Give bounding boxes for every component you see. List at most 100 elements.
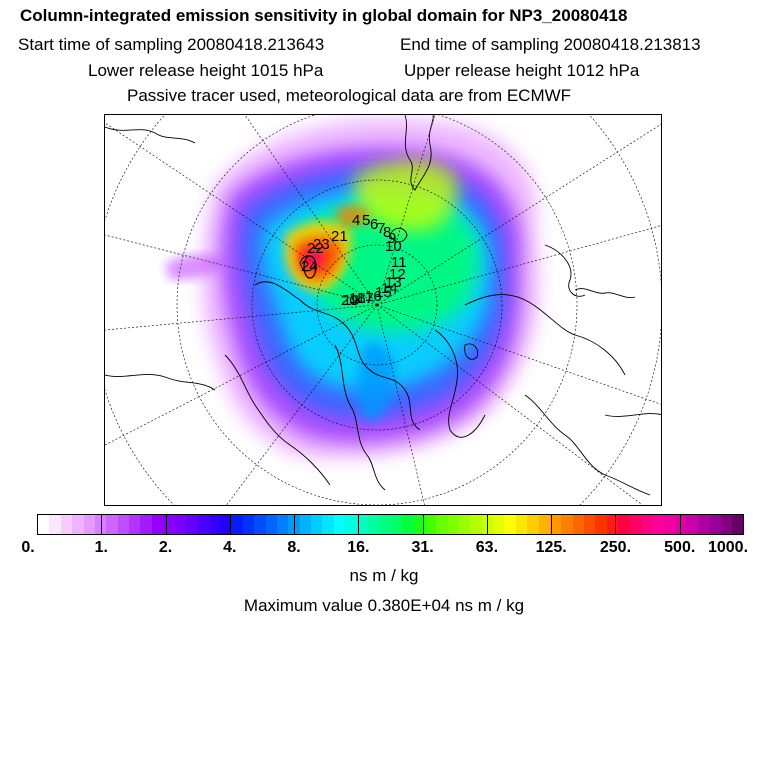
sensitivity-map: 4 5 6 7 8 9 10 11 12 13 14 15 16 17 18 1… (104, 114, 662, 506)
colorbar-tick-label: 4. (223, 539, 237, 556)
colorbar-swatch-45 (549, 515, 562, 534)
marker-19: 19 (343, 292, 360, 309)
colorbar-swatch-6 (106, 515, 118, 534)
colorbar-swatch-19 (254, 515, 266, 534)
colorbar-swatch-24 (311, 515, 323, 534)
marker-10: 10 (385, 238, 402, 255)
maximum-value-label: Maximum value 0.380E+04 ns m / kg (243, 596, 525, 615)
colorbar-swatch-59 (709, 515, 721, 534)
start-time-label: Start time of sampling 20080418.213643 (18, 35, 325, 54)
colorbar-tick-label: 16. (347, 539, 370, 556)
colorbar-swatch-37 (458, 515, 471, 534)
tracer-info-label: Passive tracer used, meteorological data… (127, 86, 572, 105)
colorbar-swatch-12 (174, 515, 186, 534)
colorbar (37, 514, 744, 535)
marker-8: 8 (383, 224, 391, 241)
colorbar-swatch-9 (140, 515, 152, 534)
colorbar-swatch-60 (720, 515, 732, 534)
colorbar-swatch-47 (572, 515, 584, 534)
colorbar-unit-label: ns m / kg (349, 566, 419, 585)
colorbar-swatch-50 (606, 515, 619, 534)
colorbar-swatch-30 (379, 515, 391, 534)
colorbar-tick-label: 1000. (707, 539, 749, 556)
colorbar-tick (486, 515, 488, 534)
marker-12: 12 (389, 266, 406, 283)
colorbar-swatch-3 (72, 515, 84, 534)
colorbar-swatch-55 (663, 515, 675, 534)
colorbar-swatch-52 (629, 515, 641, 534)
colorbar-swatch-26 (333, 515, 346, 534)
colorbar-swatch-5 (94, 515, 107, 534)
colorbar-tick-label: 63. (475, 539, 499, 556)
upper-height-label: Upper release height 1012 hPa (404, 61, 640, 80)
colorbar-swatch-57 (686, 515, 698, 534)
lower-height-label: Lower release height 1015 hPa (88, 61, 324, 80)
colorbar-swatch-17 (231, 515, 243, 534)
colorbar-tick-label: 2. (158, 539, 173, 556)
sensitivity-field (165, 117, 540, 459)
colorbar-swatch-15 (208, 515, 220, 534)
colorbar-swatch-42 (515, 515, 528, 534)
marker-13: 13 (385, 274, 402, 291)
colorbar-swatch-10 (151, 515, 164, 534)
colorbar-tick-label: 31. (411, 539, 434, 556)
colorbar-swatch-51 (618, 515, 630, 534)
colorbar-tick-label: 1. (94, 539, 108, 556)
colorbar-swatch-31 (390, 515, 402, 534)
colorbar-swatch-44 (538, 515, 550, 534)
colorbar-tick (551, 515, 553, 534)
colorbar-tick (679, 515, 681, 534)
marker-22: 22 (307, 240, 324, 257)
colorbar-swatch-2 (60, 515, 73, 534)
colorbar-swatch-29 (367, 515, 380, 534)
marker-9: 9 (388, 230, 396, 247)
colorbar-swatch-36 (447, 515, 459, 534)
colorbar-tick (615, 515, 617, 534)
colorbar-swatch-46 (561, 515, 573, 534)
colorbar-tick (165, 515, 167, 534)
colorbar-swatch-43 (527, 515, 539, 534)
graticule (105, 115, 661, 505)
colorbar-swatch-27 (345, 515, 357, 534)
colorbar-swatch-8 (129, 515, 141, 534)
marker-23: 23 (313, 236, 330, 253)
colorbar-swatch-16 (220, 515, 232, 534)
colorbar-swatch-0 (38, 515, 50, 534)
colorbar-swatch-32 (402, 515, 414, 534)
colorbar-swatch-34 (424, 515, 437, 534)
colorbar-swatch-53 (640, 515, 653, 534)
colorbar-swatch-28 (356, 515, 368, 534)
marker-7: 7 (377, 220, 385, 237)
colorbar-swatch-4 (83, 515, 95, 534)
marker-17: 17 (357, 290, 374, 307)
colorbar-tick (101, 515, 103, 534)
colorbar-tick (358, 515, 360, 534)
marker-4: 4 (352, 212, 360, 229)
colorbar-swatch-49 (595, 515, 607, 534)
marker-18: 18 (349, 290, 366, 307)
marker-15: 15 (375, 284, 392, 301)
marker-6: 6 (370, 216, 378, 233)
colorbar-swatch-7 (117, 515, 129, 534)
colorbar-swatch-35 (436, 515, 448, 534)
colorbar-swatch-48 (584, 515, 596, 534)
colorbar-tick-label: 0. (21, 539, 35, 556)
map-svg: 4 5 6 7 8 9 10 11 12 13 14 15 16 17 18 1… (105, 115, 661, 505)
marker-21: 21 (331, 228, 348, 245)
colorbar-swatch-38 (470, 515, 482, 534)
colorbar-swatch-22 (288, 515, 300, 534)
colorbar-swatch-25 (322, 515, 334, 534)
marker-5: 5 (362, 212, 370, 229)
marker-20: 20 (341, 292, 358, 309)
colorbar-tick-label: 500. (664, 539, 696, 556)
release-location-marker (303, 255, 317, 279)
colorbar-swatch-54 (652, 515, 664, 534)
marker-11: 11 (391, 254, 407, 271)
colorbar-tick (229, 515, 231, 534)
colorbar-swatch-61 (731, 515, 744, 534)
trajectory-markers: 4 5 6 7 8 9 10 11 12 13 14 15 16 17 18 1… (301, 212, 407, 309)
colorbar-tick (422, 515, 424, 534)
end-time-label: End time of sampling 20080418.213813 (400, 35, 701, 54)
colorbar-swatch-14 (197, 515, 209, 534)
colorbar-swatch-41 (504, 515, 516, 534)
